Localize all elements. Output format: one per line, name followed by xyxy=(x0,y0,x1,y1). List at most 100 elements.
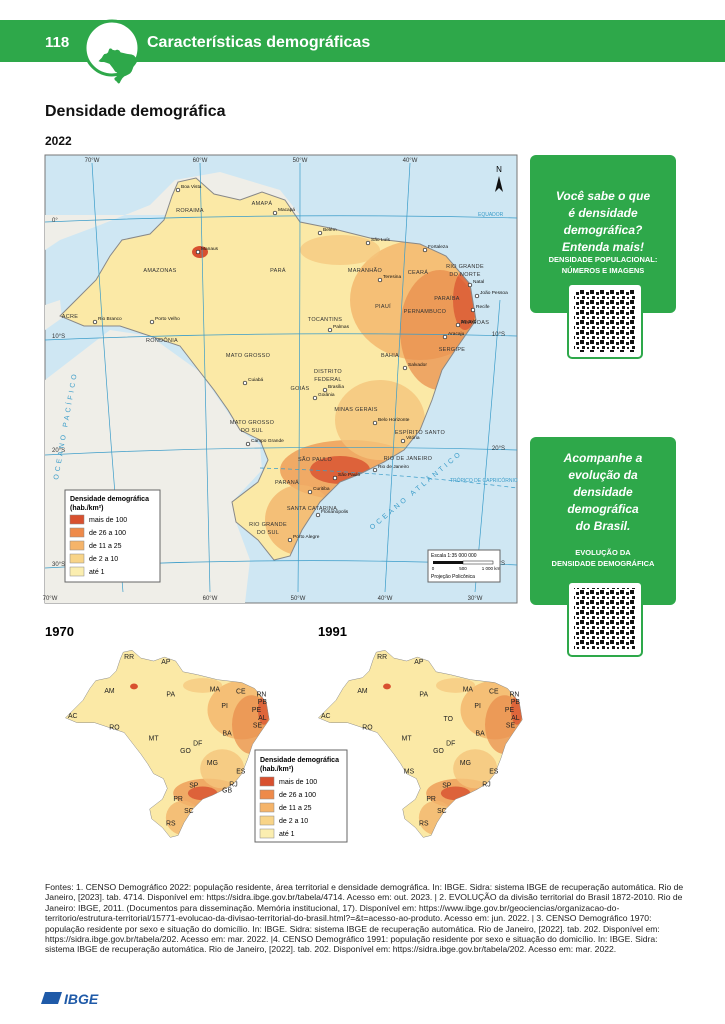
scale-tick: 0 xyxy=(432,566,435,571)
state-label: ESPÍRITO SANTO xyxy=(395,429,446,436)
city-label: João Pessoa xyxy=(480,290,508,296)
state-abbr: PR xyxy=(173,796,183,803)
city-label: Fortaleza xyxy=(428,244,448,250)
longitude-label: 70°W xyxy=(85,158,100,164)
state-label: DISTRITO xyxy=(314,369,342,375)
legend-unit: (hab./km²) xyxy=(260,766,293,773)
state-abbr: AC xyxy=(321,713,331,720)
state-abbr: PE xyxy=(252,707,262,714)
card-text: Acompanhe a xyxy=(563,451,643,465)
state-abbr: DF xyxy=(446,740,455,747)
card[interactable]: Acompanhe a evolução da densidade demográfi… xyxy=(530,437,676,657)
state-abbr: MA xyxy=(210,686,221,693)
state-abbr: TO xyxy=(444,716,453,723)
card-link: NÚMEROS E IMAGENS xyxy=(562,266,645,275)
state-abbr: MT xyxy=(149,735,160,742)
state-abbr: RN xyxy=(509,691,519,698)
city-label: Manaus xyxy=(201,246,219,252)
state-abbr: PE xyxy=(505,707,515,714)
card-link: EVOLUÇÃO DA xyxy=(575,548,631,557)
state-label: PARAÍBA xyxy=(434,295,460,302)
city-label: Aracaju xyxy=(448,331,465,337)
state-abbr: RO xyxy=(362,725,372,732)
section-title: Densidade demográfica xyxy=(45,103,226,120)
state-label: FEDERAL xyxy=(314,377,341,383)
legend-unit: (hab./km²) xyxy=(70,505,103,512)
card-text: do Brasil. xyxy=(576,519,631,533)
state-abbr: RS xyxy=(419,821,429,828)
qr-code[interactable] xyxy=(574,588,636,650)
qr-code[interactable] xyxy=(574,290,636,352)
scale-bar xyxy=(433,561,463,564)
state-label: AMAPÁ xyxy=(252,200,273,207)
card-text: demográfica xyxy=(567,502,639,516)
legend-swatch xyxy=(259,776,275,787)
city-marker xyxy=(467,282,473,288)
city-marker xyxy=(92,319,98,325)
latitude-label: 30°S xyxy=(52,562,65,568)
scale-projection: Projeção Policônica xyxy=(431,574,475,580)
city-marker xyxy=(272,210,278,216)
city-marker xyxy=(327,327,333,333)
city-marker xyxy=(307,489,313,495)
logo-mark xyxy=(41,992,62,1004)
state-label: RIO DE JANEIRO xyxy=(384,456,433,462)
legend-item: até 1 xyxy=(279,831,295,838)
scale-title: Escala 1:35 000 000 xyxy=(431,553,477,559)
longitude-label: 60°W xyxy=(203,596,218,602)
state-label: SERGIPE xyxy=(439,347,466,353)
state-label: ACRE xyxy=(62,314,79,320)
legend-swatch xyxy=(259,828,275,839)
city-label: Rio Branco xyxy=(98,316,122,322)
state-label: MATO GROSSO xyxy=(230,420,275,426)
state-abbr: MG xyxy=(460,760,471,767)
state-label: MINAS GERAIS xyxy=(334,407,377,413)
city-marker xyxy=(470,307,476,313)
card-box[interactable] xyxy=(530,155,676,313)
city-label: Porto Velho xyxy=(155,316,180,322)
longitude-label: 40°W xyxy=(403,158,418,164)
state-abbr: MS xyxy=(404,769,415,776)
state-abbr: RR xyxy=(377,654,387,661)
state-abbr: PB xyxy=(258,699,268,706)
legend-swatch xyxy=(259,815,275,826)
legend-swatch xyxy=(69,527,85,538)
state-label: SÃO PAULO xyxy=(298,456,333,463)
footer-logo: IBGE xyxy=(64,991,99,1007)
state-abbr: AL xyxy=(258,715,267,722)
legend-swatch xyxy=(69,540,85,551)
legend-item: de 26 a 100 xyxy=(279,792,316,799)
state-abbr: SC xyxy=(437,808,447,815)
state-abbr: MG xyxy=(207,760,218,767)
north-arrow xyxy=(495,176,503,192)
card[interactable]: Você sabe o que é densidade demográfica? En… xyxy=(530,155,676,359)
state-label: PARÁ xyxy=(270,267,286,274)
city-label: Salvador xyxy=(408,362,427,368)
longitude-label: 70°W xyxy=(43,596,58,602)
state-abbr: RO xyxy=(109,725,119,732)
city-label: São Luís xyxy=(371,237,391,243)
city-marker xyxy=(474,293,480,299)
city-marker xyxy=(312,395,318,401)
city-label: Porto Alegre xyxy=(293,534,320,540)
legend-swatch xyxy=(259,789,275,800)
card-box[interactable] xyxy=(530,437,676,605)
legend-item: de 26 a 100 xyxy=(89,530,126,537)
sources: Fontes: 1. CENSO Demográfico 2022: popul… xyxy=(45,882,684,955)
scale-tick: 1 000 km xyxy=(482,566,501,571)
longitude-label: 30°W xyxy=(468,596,483,602)
city-label: Rio de Janeiro xyxy=(378,464,409,470)
city-label: Belém xyxy=(323,227,337,233)
state-label: SANTA CATARINA xyxy=(287,506,337,512)
city-marker xyxy=(442,334,448,340)
state-label: RIO GRANDE xyxy=(446,264,484,270)
state-abbr: RR xyxy=(124,654,134,661)
legend-swatch xyxy=(69,553,85,564)
legend-title: Densidade demográfica xyxy=(260,757,339,764)
state-abbr: RN xyxy=(256,691,266,698)
state-label: PERNAMBUCO xyxy=(404,309,447,315)
legend-item: de 2 a 10 xyxy=(279,818,308,825)
city-marker xyxy=(455,322,461,328)
